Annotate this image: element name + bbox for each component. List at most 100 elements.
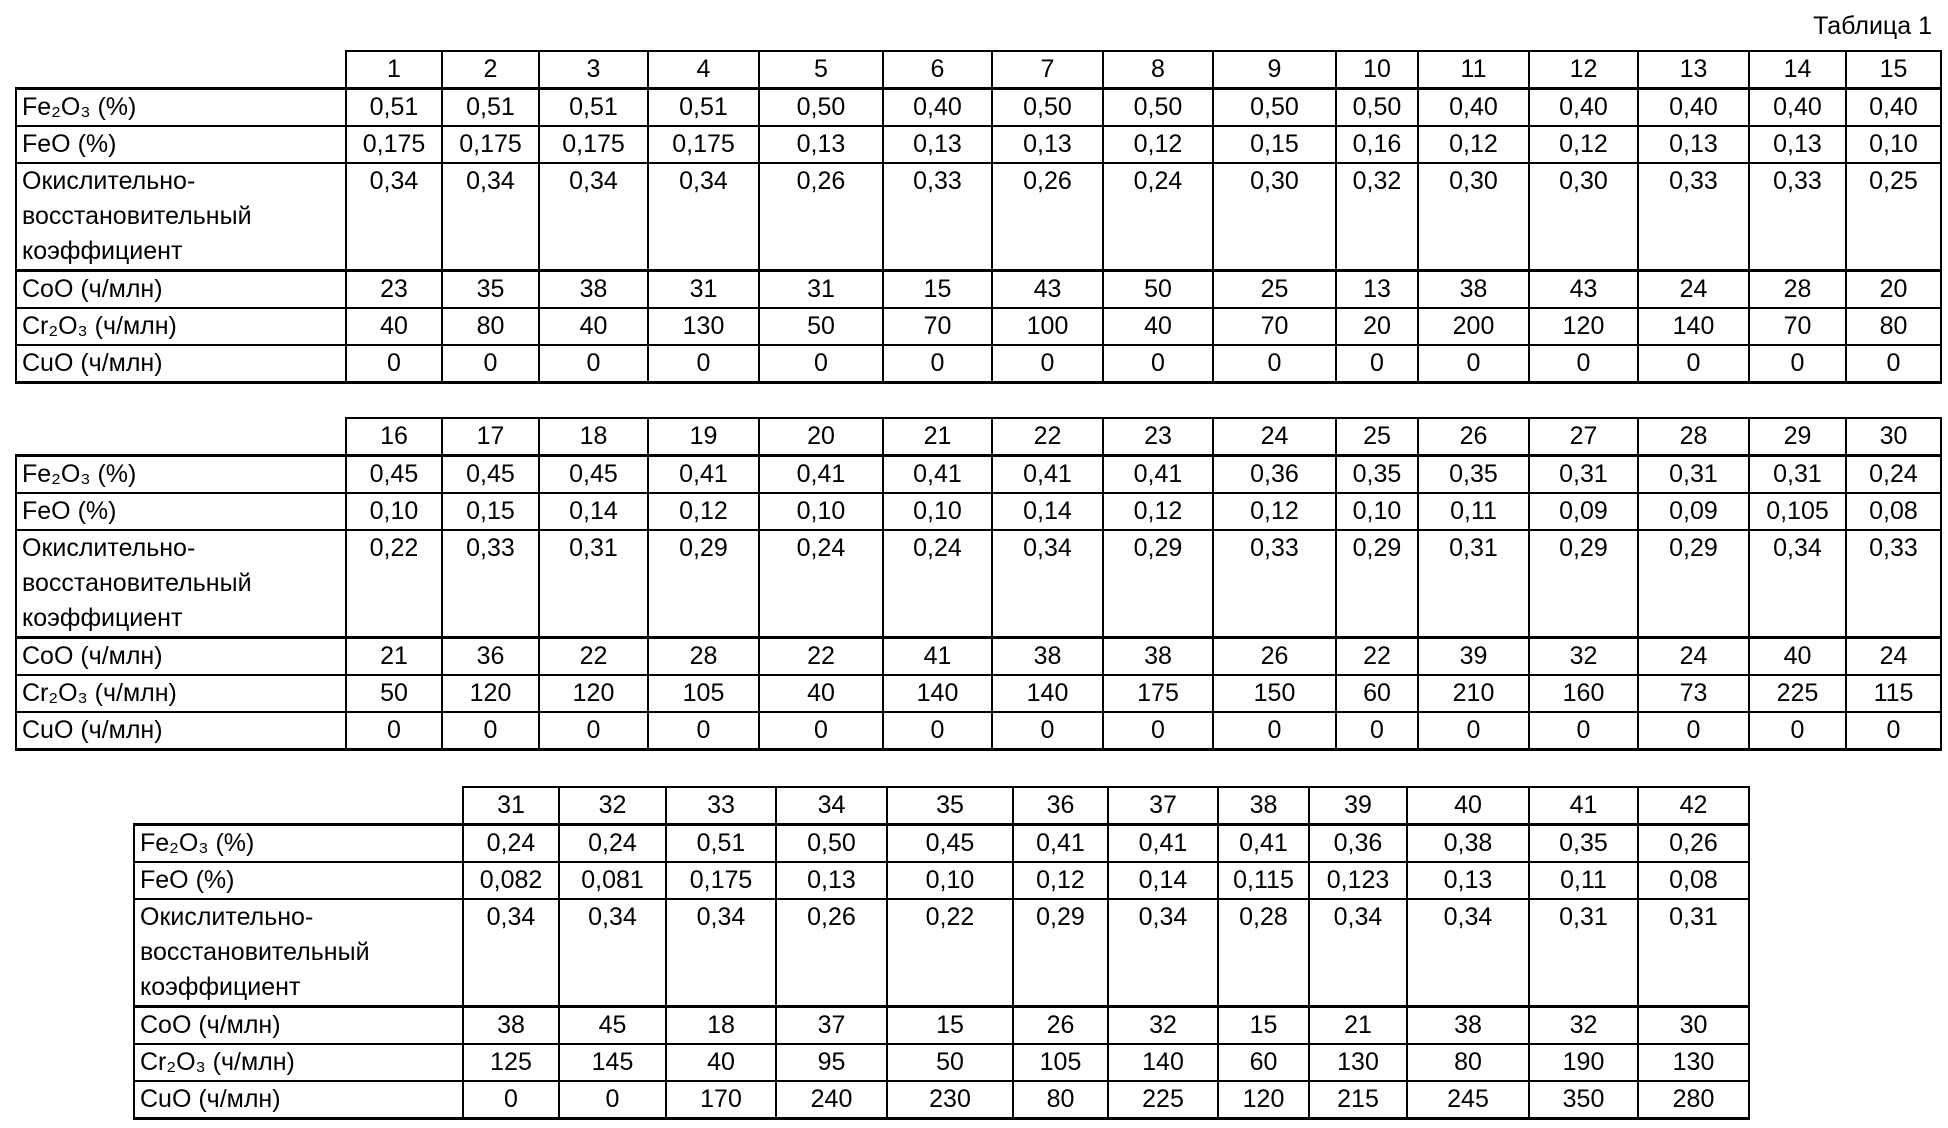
row-label: Cr₂O₃ (ч/млн): [16, 308, 346, 345]
column-header: 12: [1529, 51, 1638, 89]
row-label: FeO (%): [16, 126, 346, 163]
table-cell: 0,33: [883, 163, 992, 271]
table-cell: 0: [1638, 345, 1749, 383]
table-cell: 0,34: [1309, 899, 1407, 1007]
table-cell: 50: [887, 1044, 1013, 1081]
table-cell: 0,33: [1213, 530, 1336, 638]
table-row-cr2o3: Cr₂O₃ (ч/млн)501201201054014014017515060…: [16, 675, 1941, 712]
row-label: CoO (ч/млн): [16, 271, 346, 309]
table-cell: 0,31: [1638, 456, 1749, 494]
table-cell: 0: [442, 712, 539, 750]
table-cell: 22: [539, 638, 648, 676]
table-cell: 35: [442, 271, 539, 309]
column-header: 31: [463, 787, 559, 825]
table-cell: 0,33: [442, 530, 539, 638]
column-header: 27: [1529, 418, 1638, 456]
table-cell: 0,26: [776, 899, 887, 1007]
table-cell: 0: [346, 345, 442, 383]
table-cell: 0,34: [1407, 899, 1529, 1007]
table-cell: 145: [559, 1044, 666, 1081]
table-cell: 0,34: [1749, 530, 1846, 638]
table-cell: 23: [346, 271, 442, 309]
table-cell: 0,45: [887, 825, 1013, 863]
table-row-fe2o3: Fe₂O₃ (%)0,240,240,510,500,450,410,410,4…: [134, 825, 1749, 863]
table-cell: 40: [346, 308, 442, 345]
table-cell: 22: [1336, 638, 1418, 676]
table-cell: 0,41: [883, 456, 992, 494]
table-cell: 0,09: [1638, 493, 1749, 530]
table-cell: 45: [559, 1007, 666, 1045]
row-label: CoO (ч/млн): [134, 1007, 463, 1045]
table-cell: 20: [1846, 271, 1941, 309]
table-cell: 0,51: [666, 825, 776, 863]
table-cell: 0,35: [1529, 825, 1638, 863]
table-cell: 20: [1336, 308, 1418, 345]
table-cell: 0,13: [759, 126, 883, 163]
table-cell: 0,33: [1749, 163, 1846, 271]
table-cell: 0,26: [759, 163, 883, 271]
header-row: 123456789101112131415: [16, 51, 1941, 89]
table-cell: 0,175: [539, 126, 648, 163]
table-cell: 0,31: [1529, 899, 1638, 1007]
column-header: 10: [1336, 51, 1418, 89]
table-cell: 0,22: [346, 530, 442, 638]
table-cell: 73: [1638, 675, 1749, 712]
table-cell: 125: [463, 1044, 559, 1081]
column-header: 3: [539, 51, 648, 89]
table-cell: 0,175: [666, 862, 776, 899]
column-header: 20: [759, 418, 883, 456]
table-cell: 225: [1749, 675, 1846, 712]
table-cell: 0: [1103, 712, 1213, 750]
table-cell: 50: [759, 308, 883, 345]
table-cell: 120: [1529, 308, 1638, 345]
table-cell: 0: [1336, 345, 1418, 383]
table-cell: 0,29: [1103, 530, 1213, 638]
table-cell: 0,41: [1108, 825, 1218, 863]
table-cell: 0,08: [1638, 862, 1749, 899]
table-cell: 0,13: [1407, 862, 1529, 899]
table-cell: 0: [1103, 345, 1213, 383]
table-cell: 0,13: [992, 126, 1103, 163]
table-cell: 0,13: [776, 862, 887, 899]
table-cell: 0,10: [1846, 126, 1941, 163]
table-cell: 24: [1638, 271, 1749, 309]
table-cell: 28: [648, 638, 759, 676]
table-cell: 0: [463, 1081, 559, 1119]
table-cell: 40: [759, 675, 883, 712]
table-cell: 0,50: [1336, 89, 1418, 127]
table-row-cuo: CuO (ч/млн)000000000000000: [16, 345, 1941, 383]
table-cell: 100: [992, 308, 1103, 345]
table-cell: 37: [776, 1007, 887, 1045]
table-cell: 230: [887, 1081, 1013, 1119]
column-header: 26: [1418, 418, 1529, 456]
table-cell: 0: [1749, 712, 1846, 750]
table-cell: 0,081: [559, 862, 666, 899]
table-cell: 0,30: [1418, 163, 1529, 271]
table-cell: 38: [539, 271, 648, 309]
table-cell: 21: [1309, 1007, 1407, 1045]
table-cell: 0,14: [992, 493, 1103, 530]
table-cell: 70: [883, 308, 992, 345]
table-cell: 0,30: [1529, 163, 1638, 271]
row-label: Окислительно-восстановительный коэффицие…: [16, 530, 346, 638]
table-cell: 0,34: [1108, 899, 1218, 1007]
table-cell: 26: [1213, 638, 1336, 676]
column-header: 21: [883, 418, 992, 456]
table-cell: 15: [887, 1007, 1013, 1045]
table-cell: 160: [1529, 675, 1638, 712]
column-header: 18: [539, 418, 648, 456]
column-header: 17: [442, 418, 539, 456]
table-cell: 0,29: [1638, 530, 1749, 638]
table-cell: 0,12: [1103, 493, 1213, 530]
table-cell: 0: [883, 345, 992, 383]
table-cell: 120: [442, 675, 539, 712]
table-cell: 0,40: [1529, 89, 1638, 127]
column-header: 32: [559, 787, 666, 825]
row-label: Fe₂O₃ (%): [16, 89, 346, 127]
table-row-coo: CoO (ч/млн)384518371526321521383230: [134, 1007, 1749, 1045]
table-cell: 0: [648, 712, 759, 750]
table-cell: 0,24: [883, 530, 992, 638]
table-cell: 0,40: [1638, 89, 1749, 127]
table-cell: 0,35: [1336, 456, 1418, 494]
table-cell: 0,12: [1103, 126, 1213, 163]
